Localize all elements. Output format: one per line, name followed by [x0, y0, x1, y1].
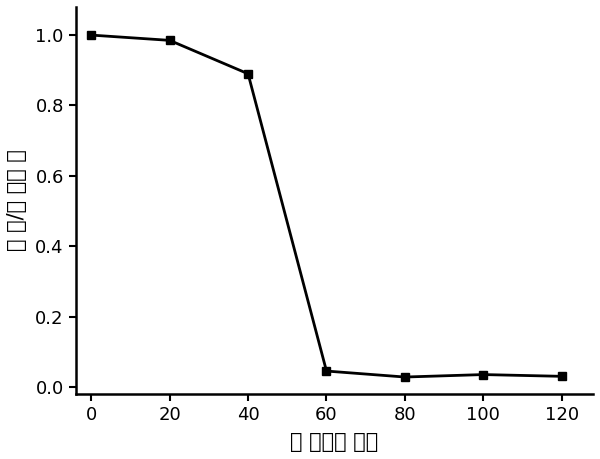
Y-axis label: 浓 度/原 始浓 度: 浓 度/原 始浓 度 — [7, 150, 27, 252]
X-axis label: 时 间（分 钟）: 时 间（分 钟） — [290, 432, 379, 452]
